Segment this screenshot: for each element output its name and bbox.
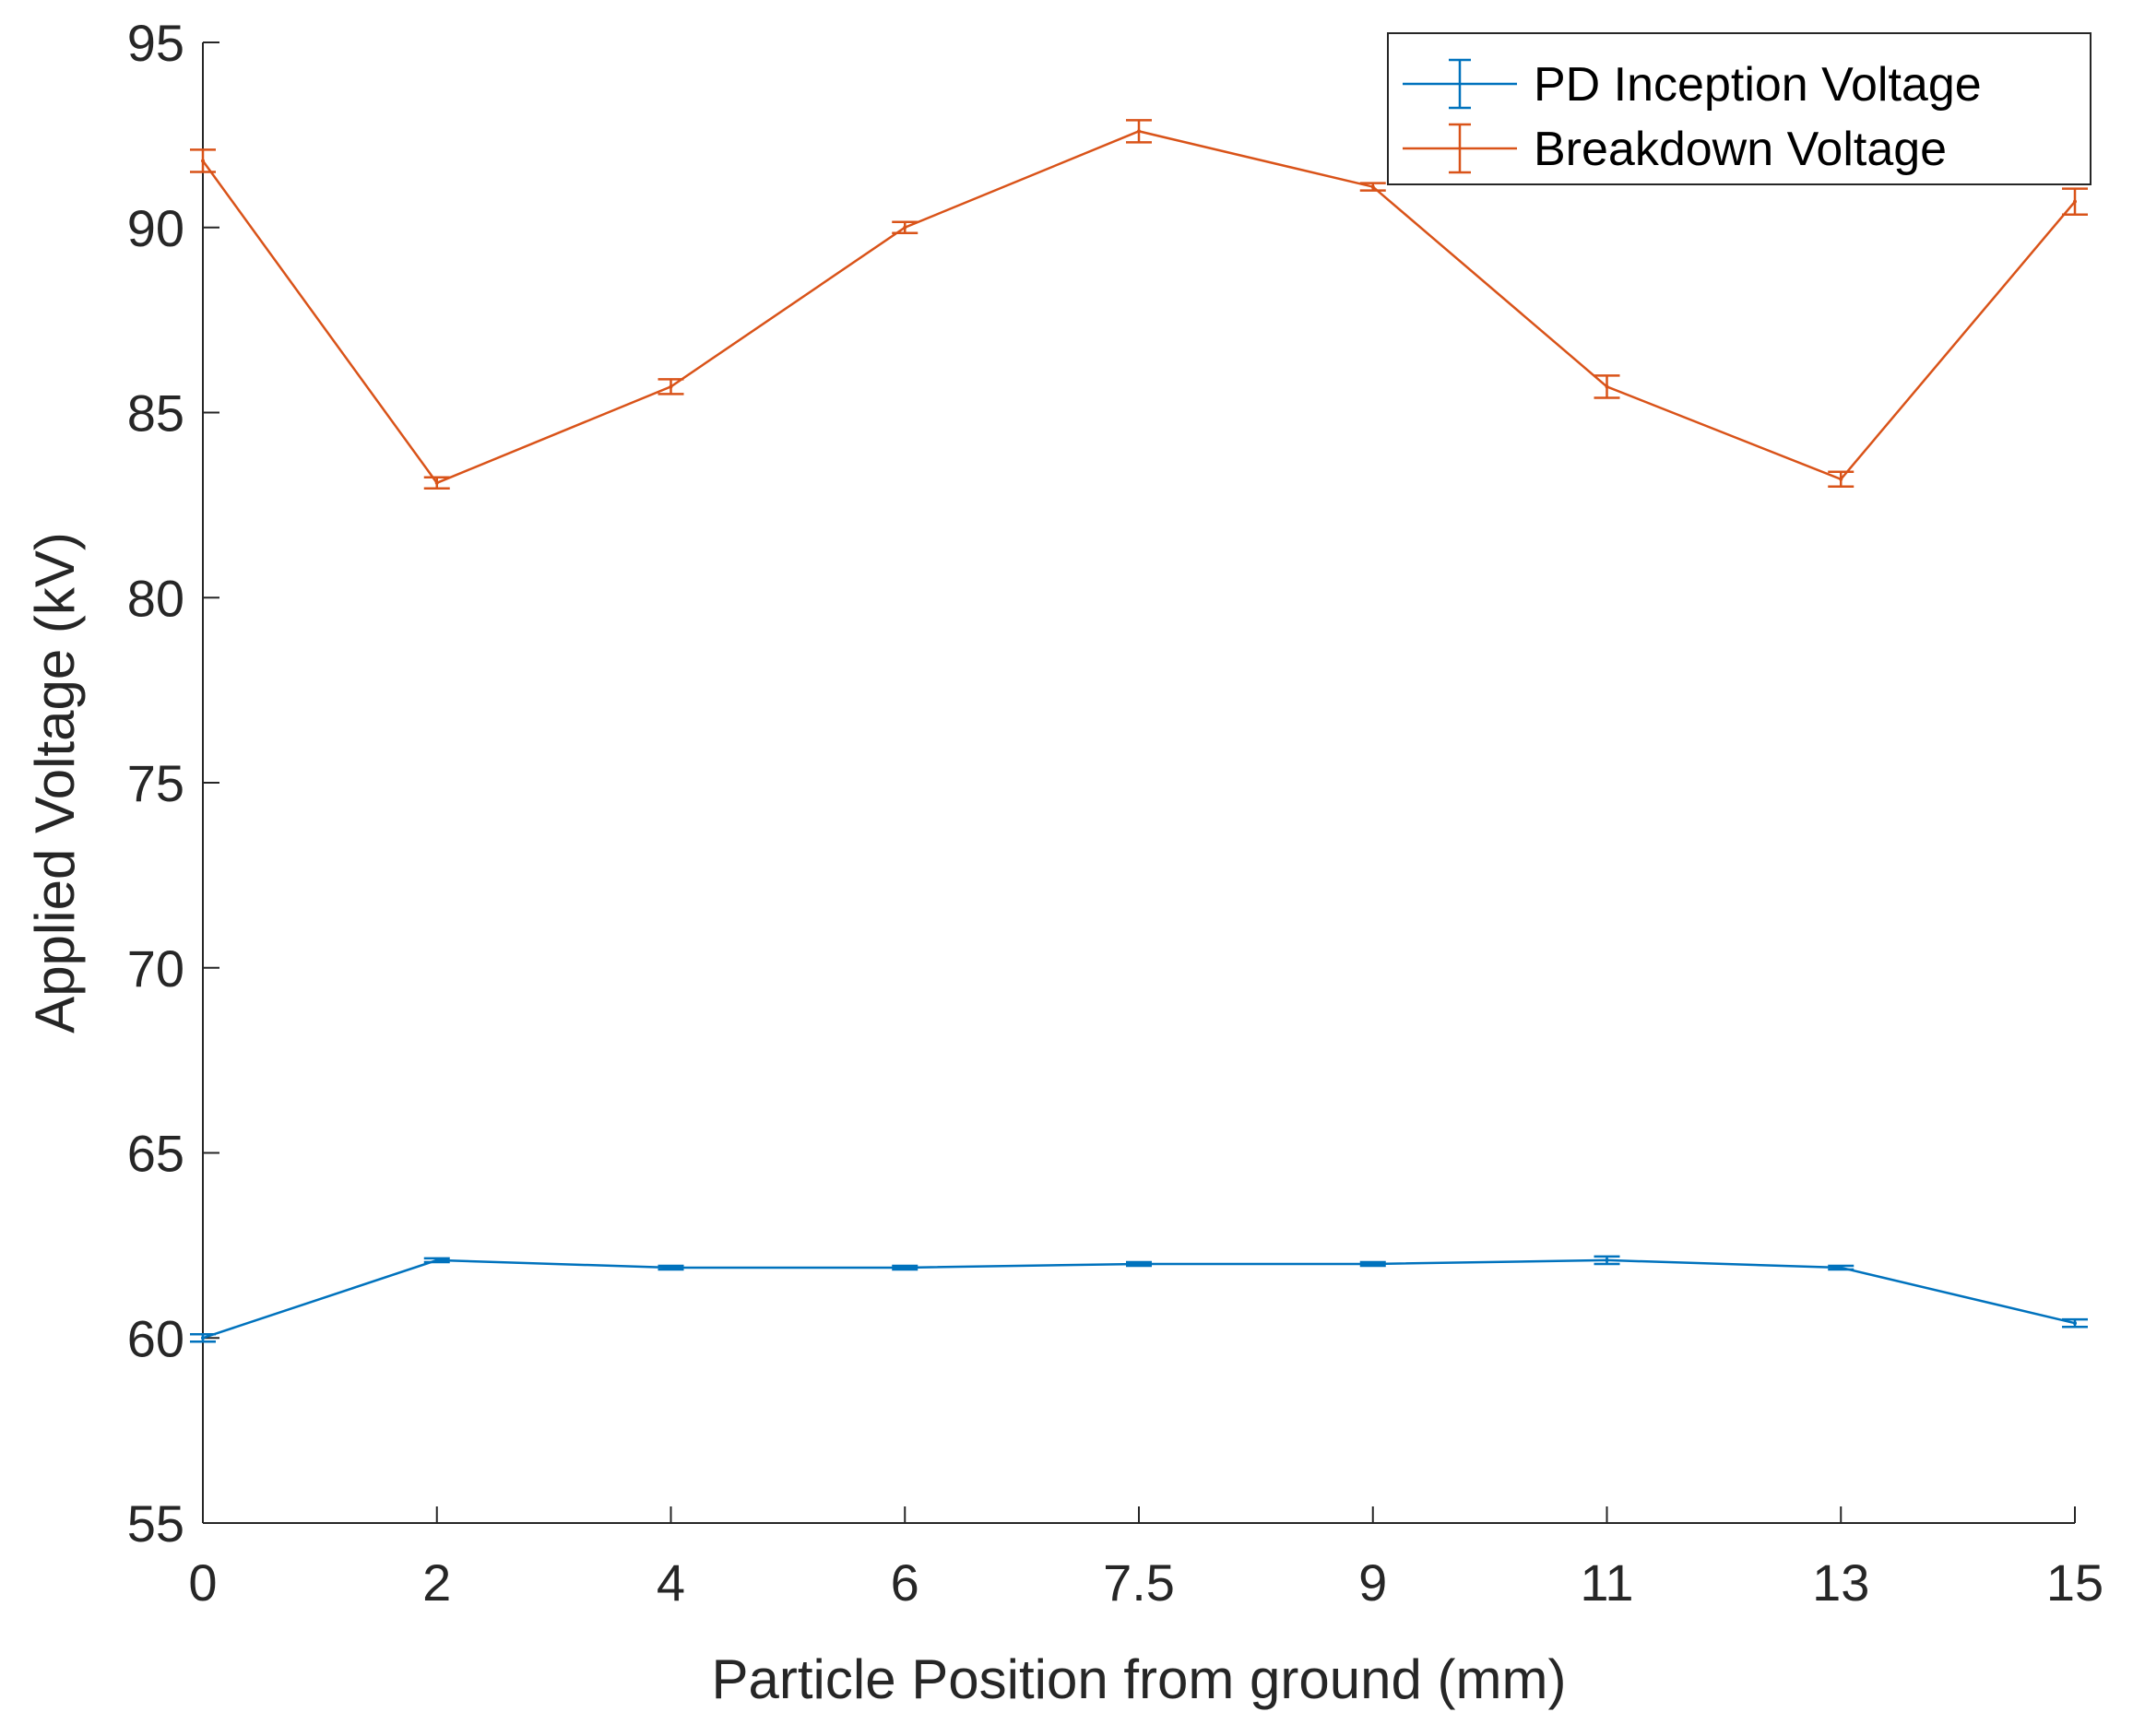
data-point <box>1370 1261 1375 1266</box>
x-tick-label: 6 <box>891 1553 919 1612</box>
x-tick-label: 0 <box>188 1553 217 1612</box>
data-point <box>1839 1265 1843 1270</box>
y-tick-label: 90 <box>127 199 184 257</box>
y-tick-label: 70 <box>127 939 184 998</box>
legend-label: Breakdown Voltage <box>1534 123 1947 176</box>
data-point <box>1605 1258 1609 1262</box>
legend: PD Inception Voltage Breakdown Voltage <box>1387 32 2092 185</box>
data-point <box>903 1265 907 1270</box>
data-point <box>1137 129 1141 134</box>
data-point <box>669 384 673 389</box>
x-tick-label: 7.5 <box>1103 1553 1175 1612</box>
y-tick-label: 55 <box>127 1494 184 1553</box>
data-point <box>434 1258 439 1262</box>
x-tick-label: 13 <box>1812 1553 1869 1612</box>
x-tick-label: 15 <box>2046 1553 2103 1612</box>
x-axis-label: Particle Position from ground (mm) <box>712 1648 1567 1710</box>
legend-entry: PD Inception Voltage <box>1403 58 1982 112</box>
y-axis-label: Applied Voltage (kV) <box>24 532 86 1033</box>
series-pd-inception-voltage <box>190 1255 2088 1343</box>
data-point <box>1605 384 1609 389</box>
legend-entry: Breakdown Voltage <box>1403 123 1947 176</box>
series-layer <box>190 119 2088 1343</box>
y-tick-label: 60 <box>127 1309 184 1367</box>
data-point <box>1370 184 1375 189</box>
x-tick-label: 4 <box>657 1553 685 1612</box>
data-point <box>2073 1321 2077 1326</box>
x-tick-label: 9 <box>1358 1553 1387 1612</box>
data-point <box>434 480 439 485</box>
x-tick-label: 2 <box>422 1553 451 1612</box>
data-point <box>201 1336 205 1340</box>
series-breakdown-voltage <box>190 119 2088 490</box>
y-tick-label: 80 <box>127 569 184 627</box>
series-line <box>202 1258 2076 1340</box>
data-point <box>2073 199 2077 204</box>
x-tick-label: 11 <box>1580 1553 1633 1612</box>
data-point <box>201 159 205 163</box>
data-point <box>1839 477 1843 481</box>
y-tick-label: 85 <box>127 384 184 443</box>
legend-box <box>1387 32 2092 185</box>
data-point <box>669 1265 673 1270</box>
y-tick-label: 75 <box>127 754 184 812</box>
data-point <box>1137 1261 1141 1266</box>
y-tick-label: 95 <box>127 14 184 72</box>
data-point <box>903 225 907 230</box>
legend-label: PD Inception Voltage <box>1534 58 1982 112</box>
axes: 55 60 65 70 75 80 85 90 95 0 2 4 6 7.5 9 11 13 15 <box>127 14 2103 1612</box>
y-tick-label: 65 <box>127 1125 184 1183</box>
